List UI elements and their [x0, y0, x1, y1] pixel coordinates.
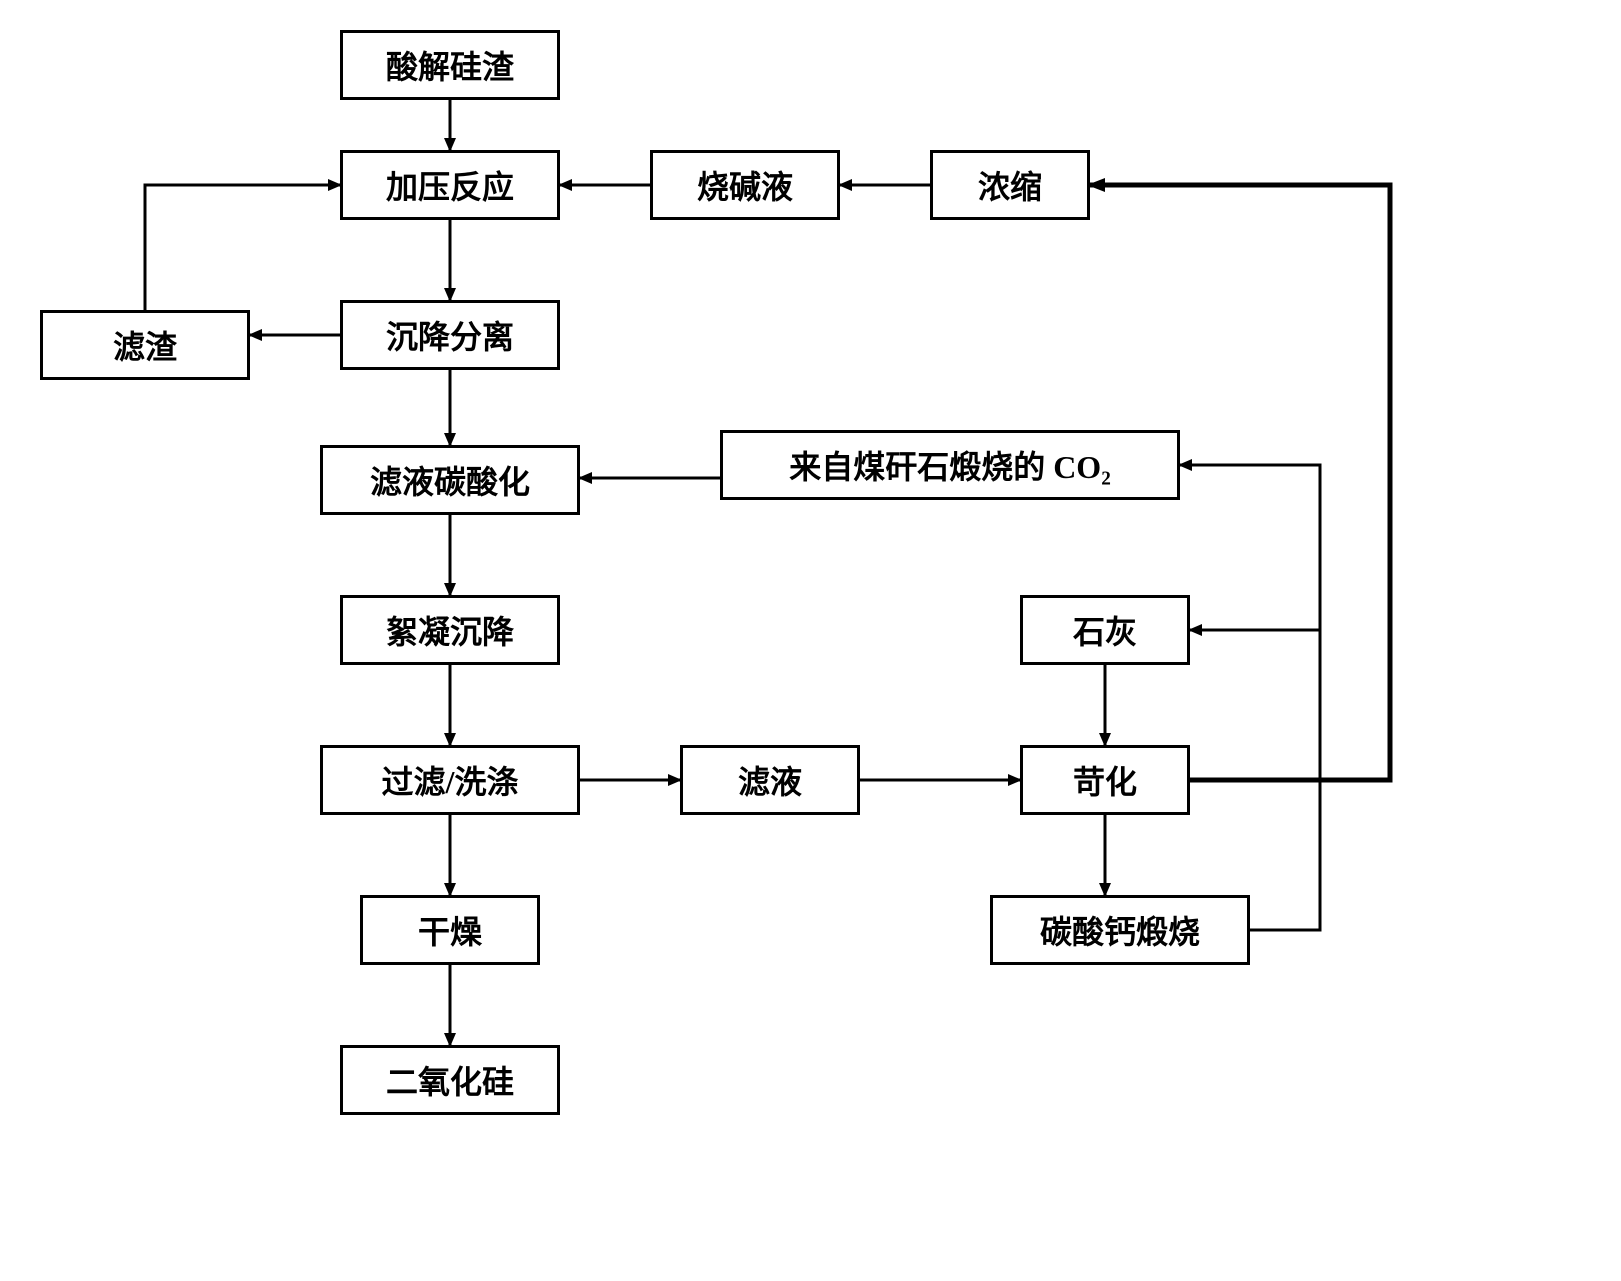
node-sedimentation-separation: 沉降分离 [340, 300, 560, 370]
node-label-calcium-carbonate-calcination: 碳酸钙煅烧 [1040, 907, 1200, 953]
edge-17 [1190, 630, 1320, 930]
node-calcium-carbonate-calcination: 碳酸钙煅烧 [990, 895, 1250, 965]
node-label-filtrate-carbonation: 滤液碳酸化 [370, 457, 530, 503]
node-filter-residue: 滤渣 [40, 310, 250, 380]
node-label-pressurized-reaction: 加压反应 [386, 162, 514, 208]
node-label-lime: 石灰 [1073, 607, 1137, 653]
node-causticization: 苛化 [1020, 745, 1190, 815]
edge-16 [1180, 465, 1320, 930]
node-label-sedimentation-separation: 沉降分离 [386, 312, 514, 358]
edge-5 [145, 185, 340, 310]
node-label-filtrate: 滤液 [738, 757, 802, 803]
node-co2-from-coal-gangue: 来自煤矸石煅烧的 CO₂ [720, 430, 1180, 500]
node-drying: 干燥 [360, 895, 540, 965]
node-label-filter-wash: 过滤/洗涤 [382, 757, 519, 803]
node-filtrate-carbonation: 滤液碳酸化 [320, 445, 580, 515]
node-filtrate: 滤液 [680, 745, 860, 815]
node-filter-wash: 过滤/洗涤 [320, 745, 580, 815]
node-silicon-dioxide: 二氧化硅 [340, 1045, 560, 1115]
node-pressurized-reaction: 加压反应 [340, 150, 560, 220]
node-label-causticization: 苛化 [1073, 757, 1137, 803]
node-flocculation-settling: 絮凝沉降 [340, 595, 560, 665]
node-label-concentrate: 浓缩 [978, 162, 1042, 208]
node-concentrate: 浓缩 [930, 150, 1090, 220]
node-label-flocculation-settling: 絮凝沉降 [386, 607, 514, 653]
node-label-co2-from-coal-gangue: 来自煤矸石煅烧的 CO₂ [789, 442, 1111, 488]
node-label-filter-residue: 滤渣 [113, 322, 177, 368]
node-label-acidolysis-silica-slag: 酸解硅渣 [386, 42, 514, 88]
node-label-drying: 干燥 [418, 907, 482, 953]
node-lime: 石灰 [1020, 595, 1190, 665]
node-label-caustic-soda-solution: 烧碱液 [697, 162, 793, 208]
node-caustic-soda-solution: 烧碱液 [650, 150, 840, 220]
node-label-silicon-dioxide: 二氧化硅 [386, 1057, 514, 1103]
node-acidolysis-silica-slag: 酸解硅渣 [340, 30, 560, 100]
